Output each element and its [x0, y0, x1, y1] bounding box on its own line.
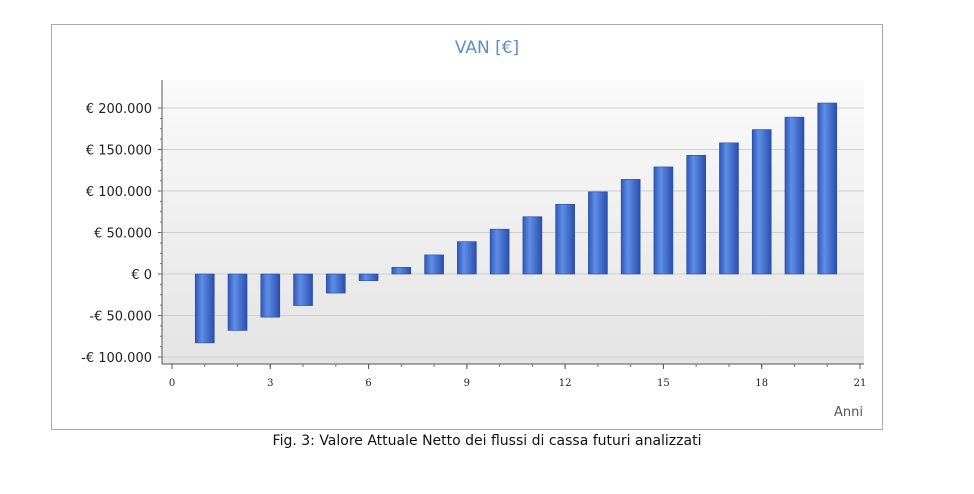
- bar-year-9: [457, 241, 477, 275]
- y-tick-label: € 100.000: [86, 185, 152, 200]
- x-tick-label: 9: [464, 378, 470, 389]
- x-tick-label: 12: [559, 378, 572, 389]
- bar-year-1: [194, 273, 215, 344]
- bar-year-14: [620, 179, 641, 275]
- x-axis-label: Anni: [834, 405, 863, 420]
- bar-year-3: [260, 273, 281, 318]
- chart-title: VAN [€]: [454, 38, 520, 58]
- y-tick-label: € 0: [131, 268, 152, 283]
- bar-year-17: [719, 142, 739, 275]
- bar-year-2: [227, 273, 248, 331]
- x-tick-label: 6: [365, 378, 371, 389]
- figure-caption: Fig. 3: Valore Attuale Netto dei flussi …: [272, 433, 702, 449]
- bar-year-11: [522, 216, 543, 275]
- x-tick-label: 15: [657, 378, 670, 389]
- bar-year-6: [358, 273, 379, 281]
- x-tick-label: 3: [267, 378, 273, 389]
- bar-year-12: [555, 203, 575, 275]
- x-tick-label: 0: [169, 378, 175, 389]
- bar-year-13: [588, 191, 608, 275]
- x-tick-label: 21: [854, 378, 867, 389]
- bar-year-5: [326, 273, 346, 294]
- x-tick-label: 18: [755, 378, 768, 389]
- bar-year-15: [653, 166, 674, 275]
- y-tick-label: € 50.000: [94, 227, 152, 242]
- y-tick-label: -€ 50.000: [89, 310, 152, 325]
- bar-year-7: [391, 267, 412, 275]
- bar-year-20: [817, 102, 838, 275]
- y-tick-label: -€ 100.000: [81, 351, 152, 366]
- bar-year-16: [686, 155, 706, 275]
- bar-year-18: [751, 129, 772, 275]
- y-tick-label: € 150.000: [86, 144, 152, 159]
- bar-year-8: [424, 254, 444, 275]
- y-tick-label: € 200.000: [86, 102, 152, 117]
- bar-year-4: [293, 273, 313, 306]
- bar-year-10: [489, 228, 510, 275]
- bar-year-19: [784, 116, 805, 275]
